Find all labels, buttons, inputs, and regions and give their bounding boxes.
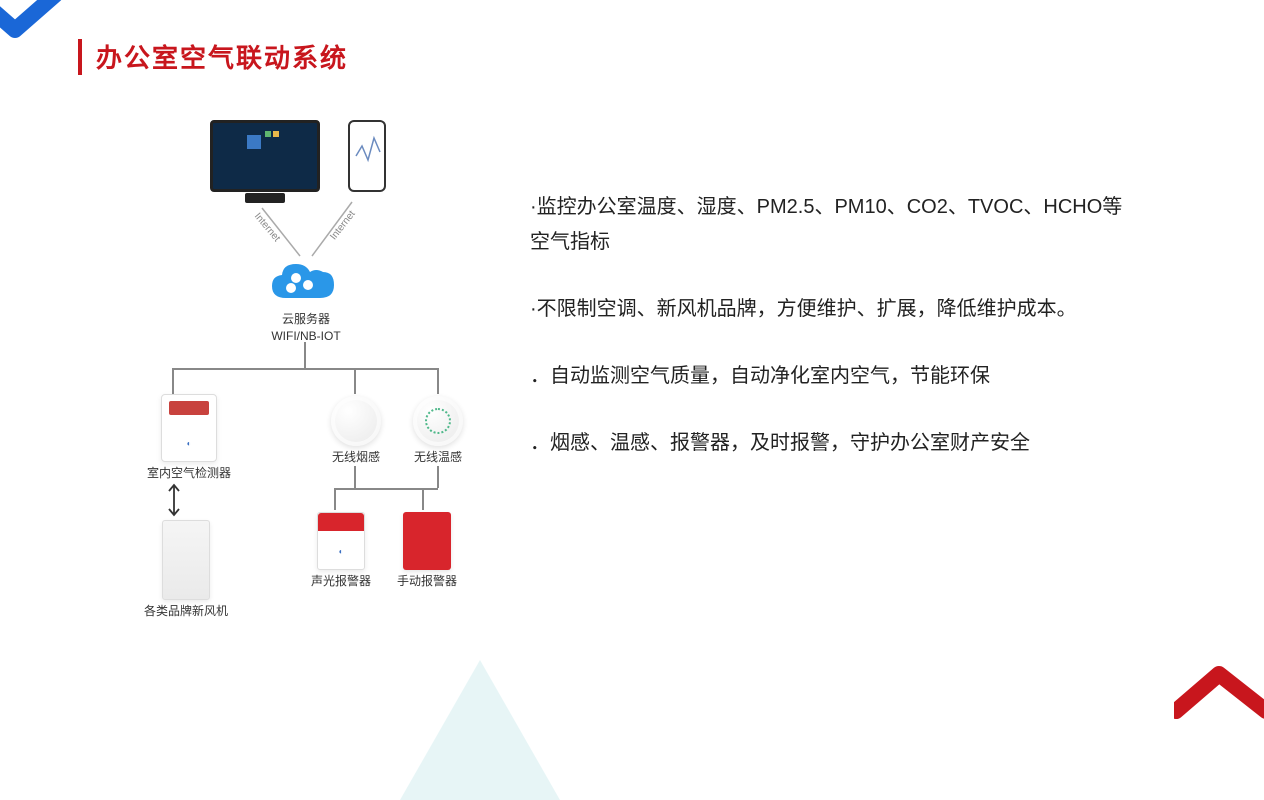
manual-alarm-icon [403, 512, 451, 570]
line-smoke-down [354, 466, 356, 488]
bullet-3: ．自动监测空气质量，自动净化室内空气，节能环保 [530, 359, 1130, 394]
title-accent [78, 39, 82, 75]
node-temp-sensor: 无线温感 [408, 396, 468, 465]
node-smoke-sensor: 无线烟感 [326, 396, 386, 465]
manual-alarm-label: 手动报警器 [392, 572, 462, 589]
corner-decor-tl [0, 0, 70, 50]
line-to-temp [437, 368, 439, 394]
air-detector-label: 室内空气检测器 [144, 464, 234, 481]
smoke-sensor-label: 无线烟感 [326, 448, 386, 465]
bi-arrow-icon [166, 482, 182, 518]
sound-alarm-label: 声光报警器 [306, 572, 376, 589]
node-cloud: 云服务器 WIFI/NB-IOT [268, 258, 344, 343]
air-detector-icon: ◐ [161, 394, 217, 462]
line-temp-down [437, 466, 439, 488]
monitor-icon [210, 120, 320, 192]
smoke-sensor-icon [331, 396, 381, 446]
cloud-icon [268, 258, 338, 308]
sound-alarm-icon: ◐ [317, 512, 365, 570]
air-purifier-icon [162, 520, 210, 600]
bullet-4: ．烟感、温感、报警器，及时报警，守护办公室财产安全 [530, 426, 1130, 461]
corner-decor-br [1174, 656, 1264, 726]
node-air-purifier: 各类品牌新风机 [136, 520, 236, 619]
line-to-smoke [354, 368, 356, 394]
line-cloud-down [304, 342, 306, 368]
node-air-detector: ◐ 室内空气检测器 [144, 394, 234, 481]
line-bus [172, 368, 438, 370]
temp-sensor-icon [413, 396, 463, 446]
bg-triangle-accent [400, 660, 560, 800]
node-sound-alarm: ◐ 声光报警器 [306, 512, 376, 589]
temp-sensor-label: 无线温感 [408, 448, 468, 465]
feature-bullets: ·监控办公室温度、湿度、PM2.5、PM10、CO2、TVOC、HCHO等空气指… [530, 190, 1130, 493]
cloud-sub: WIFI/NB-IOT [268, 329, 344, 343]
page-title-bar: 办公室空气联动系统 [78, 38, 348, 75]
page-title: 办公室空气联动系统 [96, 38, 348, 75]
cloud-label: 云服务器 [268, 310, 344, 327]
node-phone [348, 120, 386, 192]
phone-icon [348, 120, 386, 192]
node-monitor [210, 120, 320, 192]
air-purifier-label: 各类品牌新风机 [136, 602, 236, 619]
system-diagram: Internet Internet 云服务器 WIFI/NB-IOT ◐ 室内空… [140, 120, 500, 660]
node-manual-alarm: 手动报警器 [392, 512, 462, 589]
line-to-manual-alarm [422, 488, 424, 510]
bullet-1: ·监控办公室温度、湿度、PM2.5、PM10、CO2、TVOC、HCHO等空气指… [530, 190, 1130, 260]
bullet-2: ·不限制空调、新风机品牌，方便维护、扩展，降低维护成本。 [530, 292, 1130, 327]
line-to-detector [172, 368, 174, 394]
line-to-sound-alarm [334, 488, 336, 510]
